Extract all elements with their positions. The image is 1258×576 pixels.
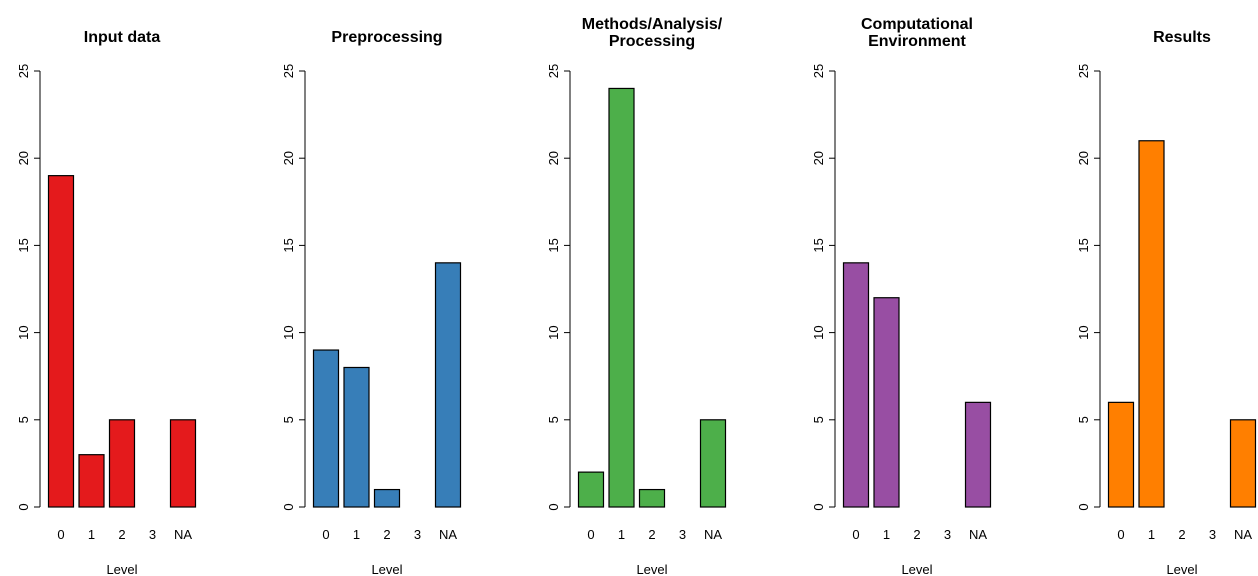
x-tick-label: 2 [118,527,125,542]
x-tick-label: NA [1234,527,1252,542]
y-tick-label: 5 [811,416,826,423]
x-tick-label: NA [704,527,722,542]
x-tick-label: 0 [57,527,64,542]
y-tick-label: 0 [811,503,826,510]
x-tick-label: 0 [587,527,594,542]
y-tick-label: 20 [16,151,31,165]
chart-title: Environment [868,33,966,50]
y-tick-label: 0 [1076,503,1091,510]
x-axis-label: Level [901,562,932,576]
y-tick-label: 25 [811,64,826,78]
y-tick-label: 10 [281,325,296,339]
y-tick-label: 15 [1076,238,1091,252]
y-tick-label: 15 [546,238,561,252]
y-tick-label: 25 [1076,64,1091,78]
x-tick-label: 3 [149,527,156,542]
bar-NA [169,419,197,508]
y-tick-label: 15 [16,238,31,252]
chart-title: Processing [609,33,695,50]
chart-title: Computational [861,16,973,33]
x-tick-label: 2 [648,527,655,542]
bar-1 [608,87,635,508]
x-tick-label: 2 [913,527,920,542]
y-tick-label: 5 [546,416,561,423]
x-axis-label: Level [636,562,667,576]
x-tick-label: 3 [414,527,421,542]
bar-2 [373,488,401,508]
y-tick-label: 25 [16,64,31,78]
x-axis-label: Level [106,562,137,576]
panel-5: Results 0 5 10 15 20 25 0 1 2 3 NA Level [1076,29,1257,576]
panel-1: Input data 0 5 10 15 20 25 0 1 2 3 NA Level [16,29,197,576]
y-tick-label: 20 [546,151,561,165]
y-tick-label: 0 [546,503,561,510]
bar-0 [47,175,75,508]
chart-title: Input data [84,29,161,46]
x-tick-label: 1 [88,527,95,542]
y-tick-label: 5 [1076,416,1091,423]
y-tick-label: 25 [281,64,296,78]
y-tick-label: 0 [281,503,296,510]
y-tick-label: 10 [546,325,561,339]
bar-0 [1107,401,1135,508]
bar-NA [434,262,462,508]
y-tick-label: 15 [811,238,826,252]
bar-1 [78,454,105,508]
bar-0 [577,471,605,508]
y-tick-label: 10 [16,325,31,339]
chart-title: Methods/Analysis/ [582,16,723,33]
bar-NA [964,401,992,508]
x-tick-label: 0 [852,527,859,542]
y-tick-label: 10 [1076,325,1091,339]
bar-NA [699,419,727,508]
bar-1 [1138,140,1165,508]
bar-1 [343,366,370,508]
y-tick-label: 5 [281,416,296,423]
y-tick-label: 5 [16,416,31,423]
x-tick-label: NA [969,527,987,542]
y-tick-label: 15 [281,238,296,252]
y-tick-label: 10 [811,325,826,339]
bar-NA [1229,419,1257,508]
bar-1 [873,297,900,508]
x-tick-label: NA [174,527,192,542]
y-tick-label: 0 [16,503,31,510]
x-axis-label: Level [371,562,402,576]
x-tick-label: 3 [679,527,686,542]
bar-2 [638,488,666,508]
chart-title: Preprocessing [331,29,442,46]
x-tick-label: 1 [1148,527,1155,542]
x-tick-label: NA [439,527,457,542]
y-tick-label: 25 [546,64,561,78]
y-tick-label: 20 [1076,151,1091,165]
y-tick-label: 20 [811,151,826,165]
x-tick-label: 2 [383,527,390,542]
x-tick-label: 1 [618,527,625,542]
x-tick-label: 2 [1178,527,1185,542]
x-tick-label: 3 [1209,527,1216,542]
x-tick-label: 0 [1117,527,1124,542]
y-tick-label: 20 [281,151,296,165]
x-tick-label: 1 [883,527,890,542]
x-axis-label: Level [1166,562,1197,576]
panel-3: Methods/Analysis/Processing 0 5 10 15 20 25 0 1 2… [546,16,727,576]
x-tick-label: 0 [322,527,329,542]
x-tick-label: 3 [944,527,951,542]
x-tick-label: 1 [353,527,360,542]
panel-2: Preprocessing 0 5 10 15 20 25 0 1 2 3 NA Level [281,29,462,576]
bar-0 [312,349,340,508]
chart-title: Results [1153,29,1211,46]
bar-2 [108,419,136,508]
bar-0 [842,262,870,508]
